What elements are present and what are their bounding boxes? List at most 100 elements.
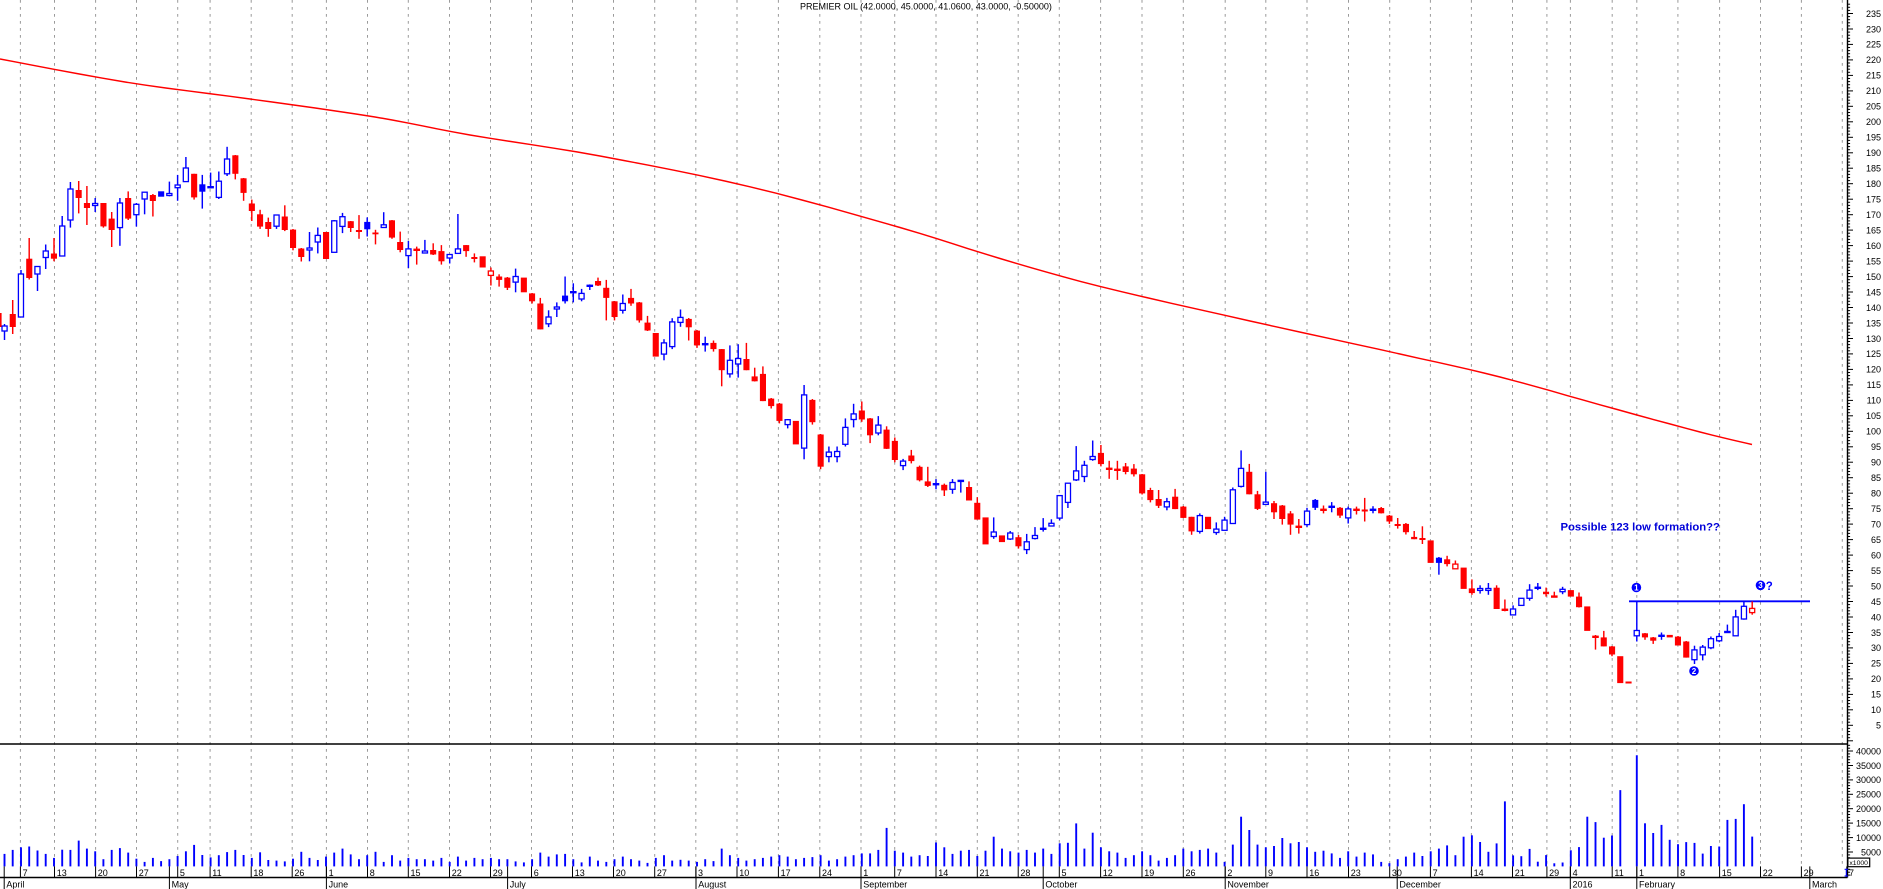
svg-text:150: 150 [1866, 272, 1881, 282]
svg-text:21: 21 [980, 868, 990, 878]
svg-text:November: November [1227, 879, 1269, 889]
svg-text:July: July [510, 879, 527, 889]
svg-text:160: 160 [1866, 241, 1881, 251]
svg-text:115: 115 [1867, 380, 1881, 390]
svg-text:60: 60 [1871, 550, 1881, 560]
svg-text:95: 95 [1871, 442, 1881, 452]
svg-text:140: 140 [1866, 303, 1881, 313]
svg-text:220: 220 [1866, 55, 1881, 65]
svg-text:85: 85 [1871, 473, 1881, 483]
svg-text:105: 105 [1866, 411, 1881, 421]
svg-text:x1000: x1000 [1849, 860, 1868, 867]
svg-text:May: May [172, 879, 190, 889]
svg-text:18: 18 [253, 868, 263, 878]
svg-text:2: 2 [1692, 667, 1697, 676]
svg-text:20: 20 [98, 868, 108, 878]
svg-text:26: 26 [294, 868, 304, 878]
svg-text:29: 29 [493, 868, 503, 878]
svg-text:230: 230 [1866, 24, 1881, 34]
svg-text:155: 155 [1866, 256, 1881, 266]
svg-text:235: 235 [1866, 9, 1881, 19]
svg-text:13: 13 [575, 868, 585, 878]
svg-text:145: 145 [1866, 287, 1881, 297]
svg-text:30000: 30000 [1856, 775, 1881, 785]
svg-text:29: 29 [1549, 868, 1559, 878]
svg-text:185: 185 [1866, 164, 1881, 174]
svg-text:?: ? [1766, 581, 1773, 593]
svg-text:5: 5 [180, 868, 185, 878]
svg-text:13: 13 [57, 868, 67, 878]
svg-text:8: 8 [1680, 868, 1685, 878]
svg-text:7: 7 [897, 868, 902, 878]
svg-text:40000: 40000 [1856, 746, 1881, 756]
svg-text:135: 135 [1866, 318, 1881, 328]
svg-text:June: June [329, 879, 349, 889]
svg-text:15000: 15000 [1856, 818, 1881, 828]
svg-text:11: 11 [212, 868, 221, 878]
svg-text:45: 45 [1871, 597, 1881, 607]
svg-text:7: 7 [1433, 868, 1438, 878]
svg-text:125: 125 [1866, 349, 1881, 359]
svg-text:27: 27 [657, 868, 667, 878]
svg-text:80: 80 [1871, 489, 1881, 499]
svg-text:26: 26 [1186, 868, 1196, 878]
svg-text:December: December [1399, 879, 1441, 889]
svg-text:205: 205 [1866, 102, 1881, 112]
svg-text:Possible 123 low formation??: Possible 123 low formation?? [1561, 522, 1721, 534]
svg-text:10: 10 [739, 868, 749, 878]
svg-text:6: 6 [534, 868, 539, 878]
svg-text:175: 175 [1866, 195, 1881, 205]
svg-text:12: 12 [1103, 868, 1113, 878]
svg-text:February: February [1639, 879, 1676, 889]
svg-text:25: 25 [1871, 659, 1881, 669]
svg-text:100: 100 [1866, 427, 1881, 437]
svg-text:10000: 10000 [1856, 833, 1881, 843]
svg-text:5000: 5000 [1861, 847, 1881, 857]
svg-text:1: 1 [329, 868, 334, 878]
svg-text:August: August [698, 879, 727, 889]
svg-text:40: 40 [1871, 612, 1881, 622]
svg-text:23: 23 [1351, 868, 1361, 878]
svg-text:3: 3 [698, 868, 703, 878]
svg-text:7: 7 [1849, 868, 1854, 878]
svg-text:30: 30 [1392, 868, 1402, 878]
svg-text:September: September [863, 879, 907, 889]
svg-text:1: 1 [1634, 583, 1639, 592]
svg-text:180: 180 [1866, 179, 1881, 189]
svg-text:4: 4 [1573, 868, 1578, 878]
svg-text:16: 16 [1309, 868, 1319, 878]
svg-text:170: 170 [1866, 210, 1881, 220]
svg-text:1: 1 [863, 868, 868, 878]
svg-text:120: 120 [1866, 365, 1881, 375]
svg-text:24: 24 [822, 868, 832, 878]
svg-text:20000: 20000 [1856, 804, 1881, 814]
svg-text:55: 55 [1871, 566, 1881, 576]
svg-text:PREMIER OIL (42.0000, 45.0000,: PREMIER OIL (42.0000, 45.0000, 41.0600, … [800, 2, 1052, 12]
svg-text:14: 14 [938, 868, 948, 878]
svg-text:90: 90 [1871, 458, 1881, 468]
svg-text:October: October [1045, 879, 1077, 889]
svg-text:200: 200 [1866, 117, 1881, 127]
svg-text:70: 70 [1871, 519, 1881, 529]
svg-text:35: 35 [1871, 628, 1881, 638]
svg-text:27: 27 [139, 868, 149, 878]
svg-text:35000: 35000 [1856, 761, 1881, 771]
svg-text:30: 30 [1871, 643, 1881, 653]
svg-text:22: 22 [1763, 868, 1773, 878]
svg-text:1: 1 [1639, 868, 1644, 878]
svg-text:22: 22 [452, 868, 462, 878]
svg-text:210: 210 [1866, 86, 1881, 96]
svg-text:225: 225 [1866, 40, 1881, 50]
svg-text:195: 195 [1866, 133, 1881, 143]
svg-text:17: 17 [781, 868, 791, 878]
svg-text:29: 29 [1804, 868, 1814, 878]
svg-text:215: 215 [1866, 71, 1881, 81]
svg-text:28: 28 [1020, 868, 1030, 878]
svg-text:25000: 25000 [1856, 790, 1881, 800]
svg-text:10: 10 [1871, 705, 1881, 715]
svg-text:3: 3 [1758, 581, 1763, 590]
svg-text:5: 5 [1876, 721, 1881, 731]
svg-text:19: 19 [1144, 868, 1154, 878]
svg-text:11: 11 [1614, 868, 1623, 878]
svg-text:20: 20 [1871, 674, 1881, 684]
